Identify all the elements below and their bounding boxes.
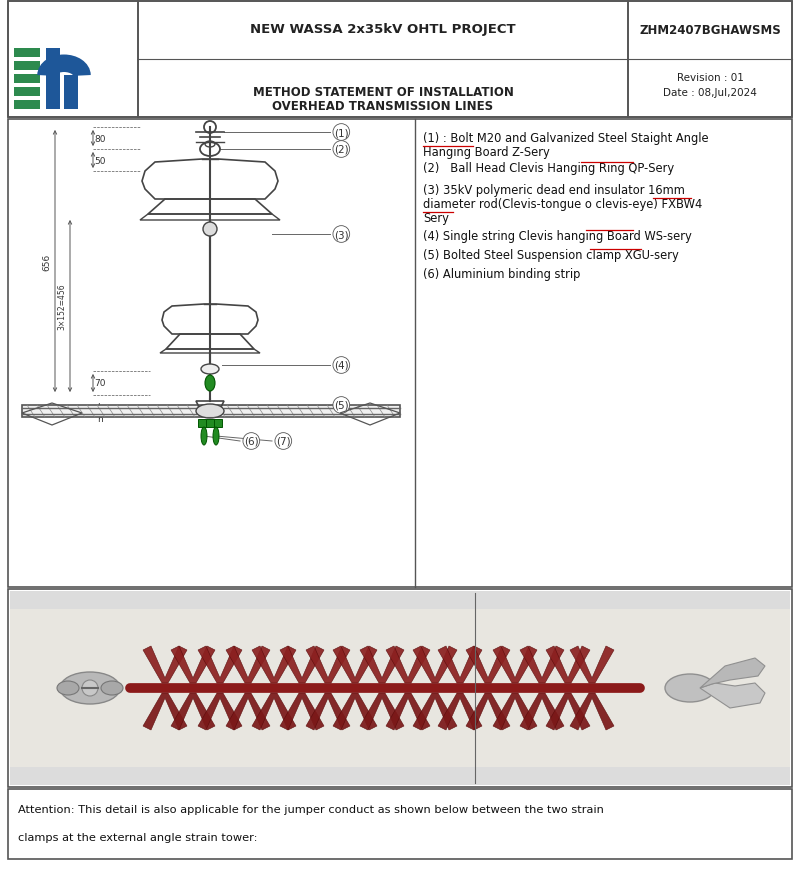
Bar [214, 420, 222, 428]
Text: (1) : Bolt M20 and Galvanized Steel Staight Angle: (1) : Bolt M20 and Galvanized Steel Stai… [423, 132, 709, 145]
Polygon shape [520, 693, 564, 730]
Circle shape [82, 680, 98, 696]
Polygon shape [360, 693, 404, 730]
Bar [14, 88, 40, 96]
Text: 3×152=456: 3×152=456 [58, 283, 66, 330]
Polygon shape [700, 658, 765, 688]
Bar [206, 420, 214, 428]
Polygon shape [252, 693, 296, 730]
Bar [8, 2, 792, 118]
Text: METHOD STATEMENT OF INSTALLATION: METHOD STATEMENT OF INSTALLATION [253, 85, 514, 98]
Ellipse shape [201, 428, 207, 446]
Bar [46, 49, 60, 109]
Bar [10, 609, 790, 767]
Bar [22, 406, 400, 417]
Text: Sery: Sery [423, 212, 449, 225]
Polygon shape [226, 647, 270, 683]
Text: h: h [97, 403, 103, 412]
Polygon shape [570, 647, 614, 683]
Text: (2): (2) [334, 145, 349, 155]
Bar [628, 2, 792, 118]
Ellipse shape [213, 428, 219, 446]
Text: (2)   Ball Head Clevis Hanging Ring QP-Sery: (2) Ball Head Clevis Hanging Ring QP-Ser… [423, 162, 674, 175]
Polygon shape [171, 693, 215, 730]
Bar [198, 420, 206, 428]
Bar [64, 76, 78, 109]
Polygon shape [198, 647, 242, 683]
Text: ZHM2407BGHAWSMS: ZHM2407BGHAWSMS [639, 23, 781, 36]
Bar [10, 591, 790, 785]
Bar [8, 2, 138, 118]
Polygon shape [413, 647, 457, 683]
Ellipse shape [101, 681, 123, 695]
Polygon shape [546, 693, 590, 730]
Bar [8, 589, 792, 787]
Polygon shape [280, 693, 324, 730]
Text: (3) 35kV polymeric dead end insulator 16mm: (3) 35kV polymeric dead end insulator 16… [423, 183, 685, 196]
Ellipse shape [205, 375, 215, 392]
Text: 50: 50 [94, 156, 106, 165]
Polygon shape [493, 693, 537, 730]
Polygon shape [143, 693, 187, 730]
Text: (7): (7) [276, 436, 290, 447]
Text: clamps at the external angle strain tower:: clamps at the external angle strain towe… [18, 832, 258, 842]
Ellipse shape [57, 681, 79, 695]
Polygon shape [386, 693, 430, 730]
Polygon shape [360, 647, 404, 683]
Polygon shape [546, 647, 590, 683]
Text: Date : 08,Jul,2024: Date : 08,Jul,2024 [663, 88, 757, 98]
Bar [8, 789, 792, 859]
Text: NEW WASSA 2x35kV OHTL PROJECT: NEW WASSA 2x35kV OHTL PROJECT [250, 23, 516, 36]
Polygon shape [466, 647, 510, 683]
Text: OVERHEAD TRANSMISSION LINES: OVERHEAD TRANSMISSION LINES [273, 101, 494, 113]
Polygon shape [386, 647, 430, 683]
Bar [14, 101, 40, 109]
Polygon shape [171, 647, 215, 683]
Ellipse shape [196, 405, 224, 419]
Bar [14, 75, 40, 84]
Polygon shape [226, 693, 270, 730]
Text: (5): (5) [334, 401, 349, 410]
Text: Hanging Board Z-Sery: Hanging Board Z-Sery [423, 146, 550, 159]
Polygon shape [306, 693, 350, 730]
Ellipse shape [665, 674, 715, 702]
Bar [138, 2, 628, 118]
Polygon shape [143, 647, 187, 683]
Bar [14, 49, 40, 58]
Polygon shape [438, 693, 482, 730]
Text: (3): (3) [334, 229, 349, 240]
Ellipse shape [60, 673, 120, 704]
Polygon shape [438, 647, 482, 683]
Text: (4): (4) [334, 361, 349, 370]
Text: (6) Aluminium binding strip: (6) Aluminium binding strip [423, 268, 580, 281]
Circle shape [203, 222, 217, 236]
Text: Revision : 01: Revision : 01 [677, 73, 743, 83]
Polygon shape [306, 647, 350, 683]
Text: 70: 70 [94, 379, 106, 388]
Text: (4) Single string Clevis hanging Board WS-sery: (4) Single string Clevis hanging Board W… [423, 229, 692, 242]
Bar [14, 62, 40, 71]
Polygon shape [493, 647, 537, 683]
Polygon shape [466, 693, 510, 730]
Polygon shape [700, 683, 765, 708]
Polygon shape [570, 693, 614, 730]
Polygon shape [198, 693, 242, 730]
Ellipse shape [201, 365, 219, 375]
Text: (1): (1) [334, 128, 349, 138]
Polygon shape [520, 647, 564, 683]
Bar [8, 120, 792, 587]
Text: (5) Bolted Steel Suspension clamp XGU-sery: (5) Bolted Steel Suspension clamp XGU-se… [423, 249, 678, 262]
Polygon shape [413, 693, 457, 730]
Text: 80: 80 [94, 135, 106, 143]
Text: Attention: This detail is also applicable for the jumper conduct as shown below : Attention: This detail is also applicabl… [18, 804, 604, 813]
Text: diameter rod(Clevis-tongue o clevis-eye) FXBW4: diameter rod(Clevis-tongue o clevis-eye)… [423, 198, 702, 211]
Text: (6): (6) [244, 436, 258, 447]
Text: 656: 656 [42, 253, 51, 270]
Polygon shape [333, 693, 377, 730]
Text: h: h [97, 415, 103, 424]
Polygon shape [280, 647, 324, 683]
Polygon shape [252, 647, 296, 683]
Polygon shape [333, 647, 377, 683]
